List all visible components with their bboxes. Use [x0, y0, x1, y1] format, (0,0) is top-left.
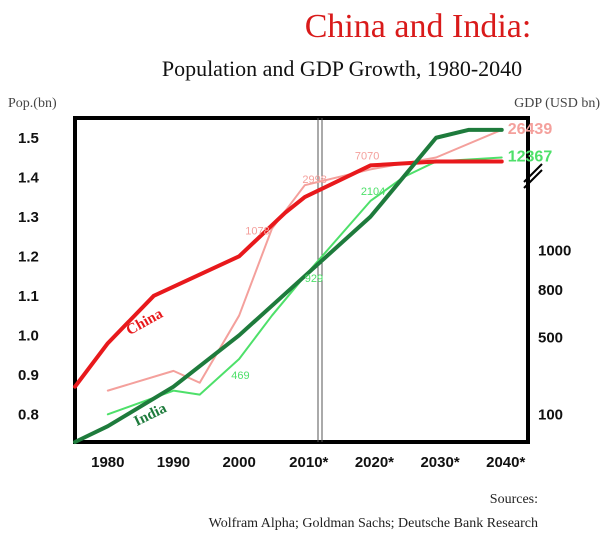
left-tick-label: 1.5	[18, 130, 39, 147]
series-line-india	[73, 127, 504, 444]
left-tick-label: 1.4	[18, 169, 40, 186]
left-tick-label: 1.3	[18, 209, 39, 226]
x-tick-label: 2030*	[420, 454, 459, 471]
axis-break-icon	[523, 163, 543, 189]
data-labels: 2998 7070 1078 2104 929 469	[231, 150, 385, 381]
chart-title: China and India:	[305, 8, 532, 45]
series-line-india-gdp	[106, 156, 503, 416]
gdp-end-label: 26439	[508, 121, 553, 138]
x-tick-label: 2000	[222, 454, 255, 471]
data-label: 1078	[245, 226, 269, 238]
series-line-china-gdp	[106, 128, 503, 392]
left-tick-label: 0.9	[18, 367, 39, 384]
data-label: 2104	[361, 186, 385, 198]
left-axis-title: Pop.(bn)	[8, 96, 57, 111]
x-tick-label: 2020*	[355, 454, 394, 471]
series-line-china	[73, 159, 504, 389]
series-lines	[73, 127, 504, 444]
plot-frame	[73, 116, 530, 444]
left-tick-label: 0.8	[18, 406, 39, 423]
data-label: 929	[305, 273, 323, 285]
left-axis-ticks: 1.5 1.4 1.3 1.2 1.1 1.0 0.9 0.8	[18, 130, 40, 424]
right-axis-ticks: 1000 800 500 100	[538, 242, 571, 423]
gdp-end-label: 12367	[508, 149, 553, 166]
x-tick-label: 1980	[91, 454, 124, 471]
sources-heading: Sources:	[490, 492, 538, 507]
right-tick-label: 1000	[538, 242, 571, 259]
x-tick-label: 1990	[157, 454, 190, 471]
right-tick-label: 100	[538, 406, 563, 423]
left-tick-label: 1.0	[18, 327, 39, 344]
right-tick-label: 800	[538, 282, 563, 299]
x-tick-label: 2040*	[486, 454, 525, 471]
series-name-label-china: China	[124, 306, 166, 339]
chart-subtitle: Population and GDP Growth, 1980-2040	[162, 56, 522, 81]
data-label: 2998	[302, 174, 326, 186]
gdp-end-labels: 26439 12367	[508, 121, 553, 166]
x-tick-label: 2010*	[289, 454, 328, 471]
x-axis-ticks: 1980 1990 2000 2010* 2020* 2030* 2040*	[91, 454, 525, 471]
data-label: 469	[231, 370, 249, 382]
left-tick-label: 1.2	[18, 248, 39, 265]
right-axis-title: GDP (USD bn)	[514, 96, 600, 111]
left-tick-label: 1.1	[18, 288, 39, 305]
right-tick-label: 500	[538, 329, 563, 346]
sources-text: Wolfram Alpha; Goldman Sachs; Deutsche B…	[209, 516, 538, 531]
data-label: 7070	[355, 150, 379, 162]
